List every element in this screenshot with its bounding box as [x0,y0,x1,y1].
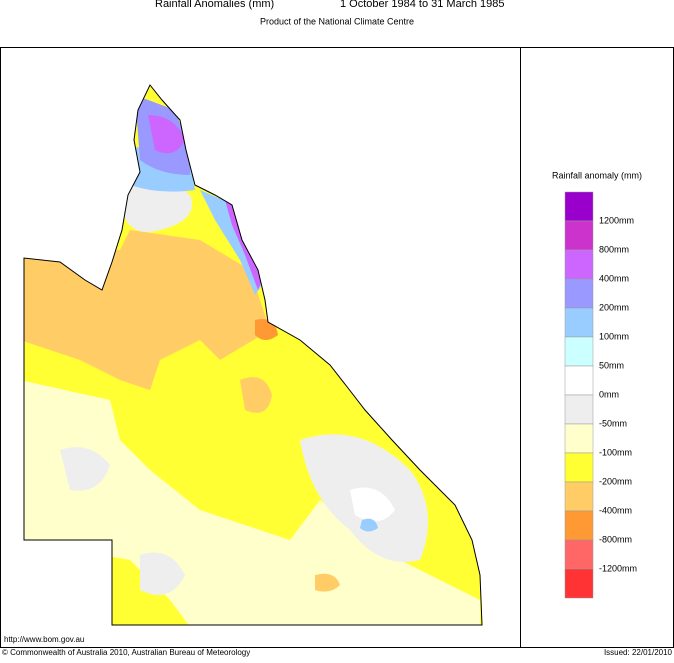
legend-swatch [564,220,594,251]
legend-swatch [564,307,594,338]
legend-swatch [564,423,594,454]
legend-label: 100mm [599,331,629,341]
legend-label: -50mm [599,418,627,428]
legend-swatch [564,510,594,541]
legend-title: Rainfall anomaly (mm) [552,170,642,180]
state-outline [23,84,483,626]
map [24,85,482,625]
issued: Issued: 22/01/2010 [604,648,673,657]
legend-swatch [564,452,594,483]
legend-swatch [564,365,594,396]
legend-swatch [564,278,594,309]
url: http://www.bom.gov.au [4,635,84,644]
title: Rainfall Anomalies (mm) [155,0,274,10]
legend-label: -400mm [599,505,632,515]
legend-swatch [564,336,594,367]
legend-swatch [564,539,594,570]
subtitle: Product of the National Climate Centre [260,16,414,26]
legend-label: -800mm [599,534,632,544]
legend-swatch [564,481,594,512]
legend-swatch [564,249,594,280]
legend-label: -100mm [599,447,632,457]
legend-label: 400mm [599,273,629,283]
legend-label: 1200mm [599,215,634,225]
legend-swatch [564,191,594,222]
legend-label: 200mm [599,302,629,312]
legend: 1200mm 800mm 400mm 200mm 100mm 50mm 0mm -50mm -1… [564,191,637,599]
legend-label: 0mm [599,389,619,399]
legend-label: 50mm [599,360,624,370]
legend-swatch [564,568,594,599]
period: 1 October 1984 to 31 March 1985 [340,0,505,10]
legend-swatch [564,394,594,425]
copyright: © Commonwealth of Australia 2010, Austra… [2,648,250,657]
legend-label: -200mm [599,476,632,486]
legend-label: -1200mm [599,563,637,573]
legend-label: 800mm [599,244,629,254]
